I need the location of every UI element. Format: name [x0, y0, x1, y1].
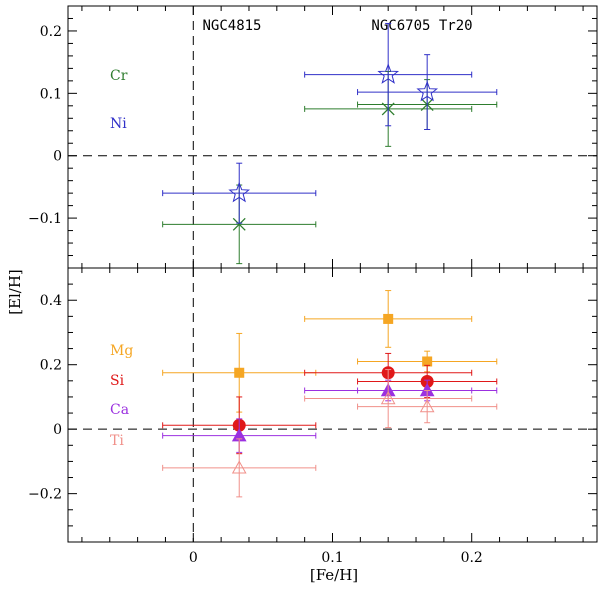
series-mg — [162, 290, 498, 413]
legend-label-mg: Mg — [110, 343, 133, 359]
legend-label-ni: Ni — [110, 116, 127, 132]
data-point — [383, 313, 394, 324]
data-point — [234, 367, 245, 378]
y-tick-label: 0 — [53, 149, 62, 165]
data-point — [231, 460, 247, 474]
data-point — [380, 391, 396, 405]
data-point — [422, 356, 433, 367]
y-tick-label: −0.2 — [28, 487, 62, 503]
y-tick-label: 0.2 — [40, 24, 62, 40]
bottom-panel: −0.2 0 0.2 0.4 0 0.1 0.2 Mg Si Ca Ti — [28, 267, 598, 566]
x-axis-label: [Fe/H] — [310, 566, 358, 584]
y-tick-label: 0.4 — [40, 293, 62, 309]
series-ca — [162, 379, 498, 453]
series-cr — [162, 71, 498, 265]
series-si — [162, 352, 498, 455]
legend-label-si: Si — [110, 373, 125, 389]
data-point — [232, 217, 246, 231]
cluster-label: NGC4815 — [202, 18, 261, 34]
plot-frame — [67, 267, 598, 543]
legend-label-ti: Ti — [110, 433, 124, 449]
top-panel: −0.1 0 0.1 0.2 NGC4815 NGC6705 Tr20 Cr Ni — [28, 5, 598, 269]
series-ni — [162, 22, 498, 224]
y-tick-label: 0 — [53, 422, 62, 438]
data-point — [416, 80, 439, 102]
y-tick-label: 0.1 — [40, 86, 62, 102]
y-axis-label: [El/H] — [6, 269, 24, 315]
data-point — [228, 181, 251, 203]
plot-frame — [67, 5, 598, 269]
legend-label-cr: Cr — [110, 68, 128, 84]
x-tick-label: 0.1 — [321, 550, 343, 566]
series-ti — [162, 369, 498, 498]
axis-labels: [El/H] [Fe/H] — [6, 269, 358, 584]
y-tick-label: 0.2 — [40, 358, 62, 374]
y-tick-label: −0.1 — [28, 211, 62, 227]
legend-label-ca: Ca — [110, 402, 129, 418]
x-tick-label: 0 — [189, 550, 198, 566]
data-point — [377, 63, 400, 84]
x-tick-label: 0.2 — [461, 550, 483, 566]
cluster-label: NGC6705 Tr20 — [371, 18, 472, 34]
data-point — [419, 399, 435, 413]
